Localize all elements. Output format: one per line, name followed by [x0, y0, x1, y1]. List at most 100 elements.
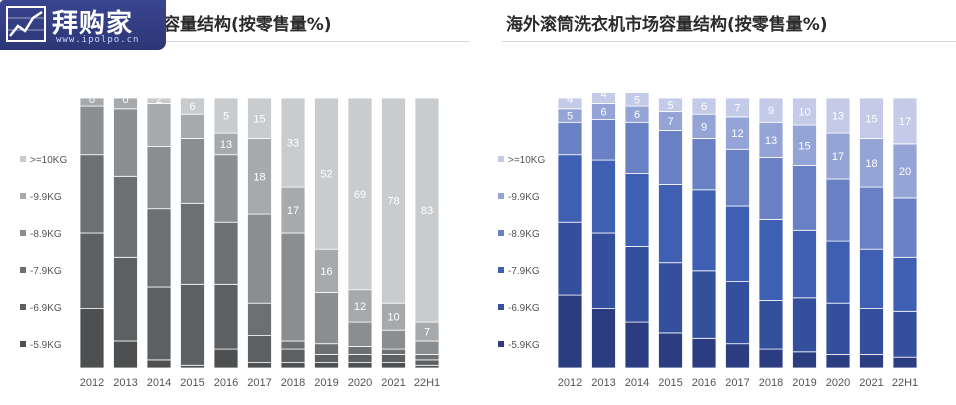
data-label: 33: [287, 138, 299, 150]
x-tick-label: 2013: [113, 377, 137, 389]
bar-segment: [79, 154, 105, 234]
bar-segment: [280, 362, 306, 369]
bar-segment: [79, 308, 105, 369]
legend-swatch: [20, 230, 26, 236]
bar-segment: [859, 354, 884, 369]
x-tick-label: 2017: [247, 377, 271, 389]
chart-panel-overseas: 海外滚筒洗衣机市场容量结构(按零售量%) 2012 2013 2014 2015 201…: [478, 0, 956, 405]
bar-segment: [825, 240, 851, 304]
x-tick-label: 2018: [759, 377, 783, 389]
bar-segment: [347, 321, 373, 347]
bar-segment: [381, 302, 406, 331]
data-label: 12: [354, 301, 366, 313]
bar-segment: [624, 321, 650, 369]
legend-swatch: [498, 267, 504, 273]
bar-segment: [591, 119, 616, 161]
bar-segment: [792, 297, 817, 353]
bar-segment: [892, 97, 918, 145]
bar-segment: [859, 308, 884, 355]
bar-segment: [591, 232, 616, 309]
stacked-bar-chart: 2012 2013 2014 2015 2016 2017 2018 2019 2020 2021…: [20, 94, 441, 389]
bar-segment: [280, 340, 306, 350]
data-label: 78: [387, 196, 399, 208]
data-label: 5: [567, 111, 573, 123]
bar-segment: [213, 97, 239, 134]
bar-segment: [725, 281, 750, 345]
bar-segment: [247, 335, 272, 364]
bar-segment: [624, 92, 650, 107]
data-label: 2: [156, 94, 162, 106]
data-label: 7: [667, 116, 673, 128]
bar-segment: [180, 364, 205, 369]
x-tick-label: 2016: [692, 377, 716, 389]
legend-swatch: [498, 341, 504, 347]
bar-segment: [557, 294, 583, 369]
data-label: 10: [387, 312, 399, 324]
data-label: 10: [798, 107, 810, 119]
x-tick-label: 2014: [147, 377, 171, 389]
bar-segment: [758, 300, 784, 350]
legend-label: >=10KG: [30, 155, 67, 166]
x-tick-label: 2020: [826, 377, 850, 389]
data-label: 0: [122, 94, 128, 106]
bar-segment: [314, 248, 339, 293]
bar-segment: [247, 213, 272, 304]
bar-segment: [792, 165, 817, 231]
bar-segment: [557, 97, 583, 110]
bar-segment: [725, 148, 750, 207]
x-tick-label: 22H1: [892, 377, 918, 389]
bar-segment: [624, 121, 650, 175]
bar-segment: [758, 121, 784, 158]
bar-segment: [280, 186, 306, 234]
x-tick-label: 2015: [658, 377, 682, 389]
legend-swatch: [20, 341, 26, 347]
bar-segment: [892, 310, 918, 358]
brand-url: www.ipolpo.cn: [56, 35, 140, 45]
bar-segment: [792, 229, 817, 299]
brand-name: 拜购家: [52, 9, 134, 39]
data-label: 15: [865, 113, 877, 125]
legend-swatch: [498, 230, 504, 236]
bar-segment: [146, 286, 172, 361]
legend-swatch: [498, 156, 504, 162]
bar-segment: [658, 129, 683, 185]
bar-segment: [624, 246, 650, 323]
x-tick-label: 2018: [281, 377, 305, 389]
bar-segment: [113, 97, 138, 110]
bar-segment: [180, 113, 205, 139]
bar-segment: [414, 354, 440, 361]
data-label: 16: [320, 266, 332, 278]
bar-segment: [892, 197, 918, 258]
bar-segment: [658, 183, 683, 264]
bar-segment: [691, 189, 717, 272]
data-label: 13: [765, 135, 777, 147]
data-label: 52: [320, 169, 332, 181]
chart-panel-domestic: 场容量结构(按零售量%) 2012 2013 2014 2015 2016 2017 201…: [20, 15, 470, 389]
data-label: 18: [253, 171, 265, 183]
bar-segment: [658, 332, 683, 369]
x-tick-label: 2013: [591, 377, 615, 389]
bar-segment: [725, 97, 750, 118]
bar-segment: [113, 340, 138, 369]
stacked-bar-chart: 2012 2013 2014 2015 2016 2017 2018 2019 2020 2021…: [498, 89, 918, 389]
bar-segment: [859, 138, 884, 188]
legend-label: -5.9KG: [508, 340, 540, 351]
legend-label: -7.9KG: [30, 266, 62, 277]
bar-segment: [591, 308, 616, 369]
data-label: 5: [667, 100, 673, 112]
bar-segment: [414, 340, 440, 355]
legend-label: -8.9KG: [30, 229, 62, 240]
x-tick-label: 2016: [214, 377, 238, 389]
legend-label: -7.9KG: [508, 266, 540, 277]
bar-segment: [381, 354, 406, 364]
data-label: 18: [865, 158, 877, 170]
data-label: 6: [189, 101, 195, 113]
brand-logo: 拜购家 www.ipolpo.cn: [0, 0, 166, 50]
bar-segment: [557, 221, 583, 296]
legend-swatch: [20, 304, 26, 310]
data-label: 9: [701, 121, 707, 133]
legend-label: -9.9KG: [30, 192, 62, 203]
data-label: 7: [734, 102, 740, 114]
bar-segment: [792, 351, 817, 369]
bar-segment: [213, 283, 239, 350]
